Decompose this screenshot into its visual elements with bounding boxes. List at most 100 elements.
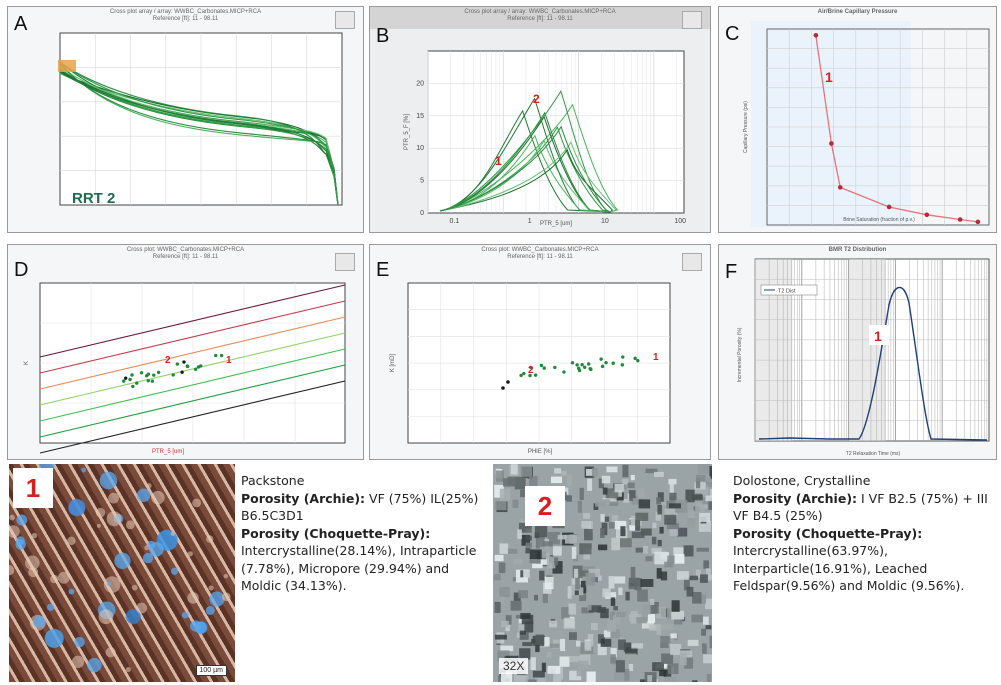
panel-b-curve [439,90,611,213]
panel-c-point [829,141,834,146]
panel-d-point [199,364,203,368]
panel-b-y-tick: 20 [416,80,424,87]
sample-2-rock-type: Dolostone, Crystalline [733,473,871,488]
panel-d-point [122,379,126,383]
panel-b-x-tick: 10 [601,218,609,225]
panel-e-mark-1: 1 [653,352,659,363]
panel-e-point [539,363,544,368]
panel-b-title: Cross plot array / array: WWBC_Carbonate… [370,7,710,29]
panel-e-point [553,365,557,370]
panel-e-point [633,356,637,361]
panel-d-iso-line [39,364,346,438]
panel-e-point [575,363,579,367]
panel-e-point [577,368,582,373]
sample-2-cp-label: Porosity (Choquette-Pray): [733,525,923,541]
panel-e-ylabel: K [mD] [390,354,396,373]
panel-b-tool-button[interactable] [682,11,702,29]
panel-e-point [582,365,587,369]
panel-d-point [185,364,190,369]
panel-d-mark-2: 2 [165,355,171,366]
panel-e-point [529,365,533,370]
panel-c-point [813,32,819,38]
panel-d-letter: D [14,259,29,281]
sample-2-description: Dolostone, Crystalline Porosity (Archie)… [733,472,995,595]
panel-d-point [146,372,151,376]
panel-d-point [182,360,186,364]
sample-2-badge: 2 [525,486,565,526]
panel-f-legend [760,284,818,296]
panel-e-point [621,355,625,359]
panel-f-xlabel: T2 Relaxation Time (ms) [846,451,901,457]
panel-d-iso-line [39,348,346,422]
panel-a-curve [59,66,339,206]
panel-e-point [620,363,625,367]
thin-section-image-2: 2 32X [493,464,712,682]
sample-1-archie-value: VF (75%) IL(25%) B6.5C3D1 [241,490,479,524]
panel-d-iso-line [39,380,346,454]
sample-2-archie-value: I VF B2.5 (75%) + III VF B4.5 (25%) [733,490,988,524]
panel-c-letter: C [725,23,740,45]
panel-e-point [519,373,523,378]
panel-e-point [501,386,505,390]
panel-c-point [957,217,963,222]
panel-d-point [175,362,180,366]
panel-e-point [522,371,526,376]
panel-e-point [599,357,603,361]
panel-c-title: Air/Brine Capillary Pressure [817,9,898,15]
thin-section-2-texture [494,464,712,682]
panel-a-tool-button[interactable] [335,11,355,29]
panel-d-iso-line [39,284,346,358]
panel-d: Cross plot: WWBC_Carbonates.MICP+RCA Refe… [7,244,364,460]
panel-d-point [219,353,224,358]
panel-e-point [528,373,532,378]
panel-b-xlabel: PTR_5 [um] [540,221,572,227]
panel-b-curve [439,141,617,213]
sample-2-archie-label: Porosity (Archie): [733,490,858,506]
sample-2-scale-label: 32X [499,658,529,674]
sample-2-cp-value: Intercrystalline(63.97%), Interparticle(… [733,543,965,593]
panel-b-curve [439,139,611,213]
panel-a: Cross plot array / array: WWBC_Carbonate… [7,6,364,233]
panel-c-ylabel: Capillary Pressure (psi) [743,101,749,153]
panel-a-curve [59,63,339,206]
panel-d-point [130,373,134,377]
panel-a-curve [59,61,339,206]
panel-b: Cross plot array / array: WWBC_Carbonate… [369,6,711,233]
sample-1-cp-label: Porosity (Choquette-Pray): [241,525,431,541]
panel-d-tool-button[interactable] [335,253,355,271]
panel-e-point [636,358,640,363]
panel-e-point [611,361,615,365]
panel-f-curve [758,286,988,441]
panel-d-point [139,371,144,375]
panel-e-point [506,380,510,384]
panel-d-point [180,370,184,374]
panel-e-title: Cross plot: WWBC_Carbonates.MICP+RCA Refe… [481,247,599,260]
panel-e-point [604,360,608,365]
panel-b-x-tick: 0.1 [449,218,459,225]
panel-b-curve [439,111,611,213]
panel-b-curve [439,148,613,213]
panel-b-peak-1: 1 [495,154,502,168]
panel-e-point [586,362,591,366]
panel-d-point [146,378,150,383]
panel-d-point [152,373,156,377]
panel-e-point [570,361,575,365]
panel-a-curve [59,61,339,206]
panel-c-point [924,212,930,218]
panel-e-tool-button[interactable] [682,253,702,271]
panel-b-ylabel: PTR_5_F [%] [404,114,410,150]
panel-d-chart: PTR_5 [um] K 1 2 [24,282,346,455]
panel-b-curve [439,134,611,213]
panel-f-letter: F [725,261,738,283]
panel-e-xlabel: PHIE [%] [528,449,553,455]
panel-a-highlight [58,60,76,72]
panel-c-point [837,185,843,190]
panel-a-letter: A [14,13,28,35]
panel-f-ylabel: Incremental Porosity (%) [737,327,743,382]
sample-1-archie-label: Porosity (Archie): [241,490,366,506]
panel-f-label: 1 [874,328,882,344]
panel-f-legend-text: T2 Dist [778,289,796,295]
panel-b-x-tick: 1 [528,218,532,225]
panel-e-point [562,370,566,374]
panel-a-rrt-label: RRT 2 [72,190,116,207]
